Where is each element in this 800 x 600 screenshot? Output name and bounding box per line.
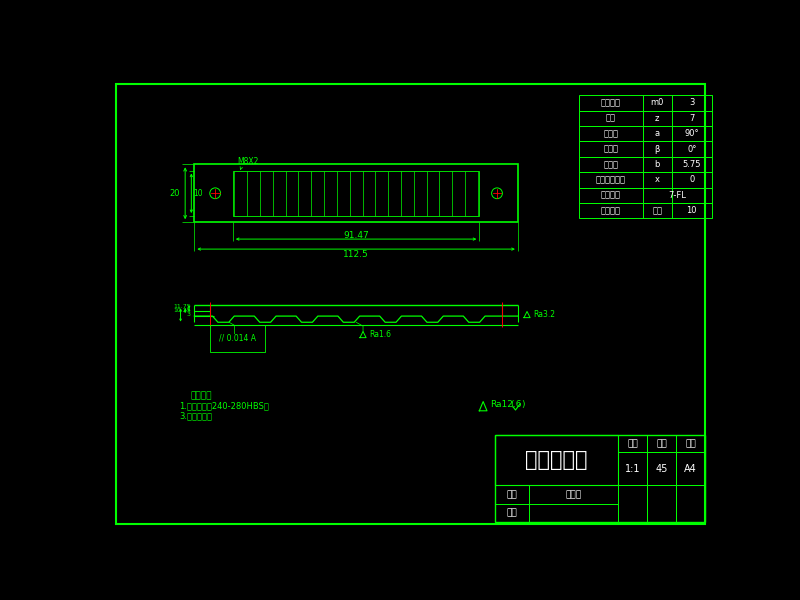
Text: β: β [654, 145, 660, 154]
Text: 7: 7 [689, 113, 694, 122]
Bar [618, 485, 647, 521]
Text: 3: 3 [186, 312, 190, 317]
Bar [579, 172, 712, 187]
Bar [579, 187, 712, 203]
Text: 10: 10 [193, 189, 202, 198]
Text: 齿数: 齿数 [652, 206, 662, 215]
Text: a: a [654, 129, 660, 138]
Text: M8X2: M8X2 [237, 157, 258, 166]
Text: 5.75: 5.75 [682, 160, 701, 169]
Text: ): ) [522, 400, 525, 409]
Bar [618, 436, 647, 452]
Text: // 0.014 A: // 0.014 A [219, 334, 256, 343]
Bar [233, 170, 479, 216]
Bar [676, 452, 705, 485]
Text: m0: m0 [650, 98, 664, 107]
Text: b: b [654, 160, 660, 169]
Text: Ra12.6: Ra12.6 [490, 400, 522, 409]
Text: 精度等级: 精度等级 [601, 191, 621, 200]
Text: 1:1: 1:1 [625, 464, 640, 474]
Text: 图号: 图号 [685, 439, 696, 448]
Text: 齿数: 齿数 [606, 113, 616, 122]
Bar [579, 203, 712, 218]
Text: 1.热处理调质240-280HBS；: 1.热处理调质240-280HBS； [179, 401, 269, 410]
Text: 0°: 0° [687, 145, 697, 154]
Text: 20: 20 [170, 189, 180, 198]
Bar [618, 452, 647, 485]
Text: 11.75: 11.75 [173, 304, 190, 308]
Bar [579, 110, 712, 126]
Text: 7-FL: 7-FL [668, 191, 686, 200]
Bar [579, 141, 712, 157]
Text: 10: 10 [686, 206, 697, 215]
Text: 0: 0 [689, 175, 694, 184]
Bar [579, 157, 712, 172]
Text: 3: 3 [689, 98, 694, 107]
Bar [676, 485, 705, 521]
Text: 径向变位系数: 径向变位系数 [596, 175, 626, 184]
Text: (: ( [510, 400, 514, 409]
Bar [194, 164, 518, 222]
Text: 比例: 比例 [627, 439, 638, 448]
Text: 坡口机齿条: 坡口机齿条 [525, 451, 587, 470]
Bar [494, 436, 705, 521]
Text: Ra1.6: Ra1.6 [369, 330, 391, 339]
Text: 全齿高: 全齿高 [603, 160, 618, 169]
Text: 10.25: 10.25 [173, 308, 190, 313]
Text: Ra3.2: Ra3.2 [534, 310, 555, 319]
Text: x: x [654, 175, 660, 184]
Bar [676, 436, 705, 452]
Text: 技术要求: 技术要求 [190, 391, 212, 400]
Text: 审核: 审核 [506, 508, 518, 517]
Text: 制图: 制图 [506, 490, 518, 499]
Bar [579, 95, 712, 110]
Text: 112.5: 112.5 [343, 250, 369, 259]
Bar [579, 126, 712, 141]
Bar [647, 436, 676, 452]
Bar [494, 436, 618, 485]
Text: 材料: 材料 [656, 439, 666, 448]
Text: 45: 45 [655, 464, 667, 474]
Text: 法向模数: 法向模数 [601, 98, 621, 107]
Bar [647, 452, 676, 485]
Text: 杜国玉: 杜国玉 [566, 490, 582, 499]
Text: 91.47: 91.47 [343, 231, 369, 240]
Text: z: z [655, 113, 659, 122]
Text: A4: A4 [684, 464, 697, 474]
Bar [647, 485, 676, 521]
Text: 3.清除毛刺。: 3.清除毛刺。 [179, 411, 212, 420]
Text: 齿形角: 齿形角 [603, 129, 618, 138]
Text: 90°: 90° [685, 129, 699, 138]
Text: 螺旋角: 螺旋角 [603, 145, 618, 154]
Text: 配对齿轮: 配对齿轮 [601, 206, 621, 215]
